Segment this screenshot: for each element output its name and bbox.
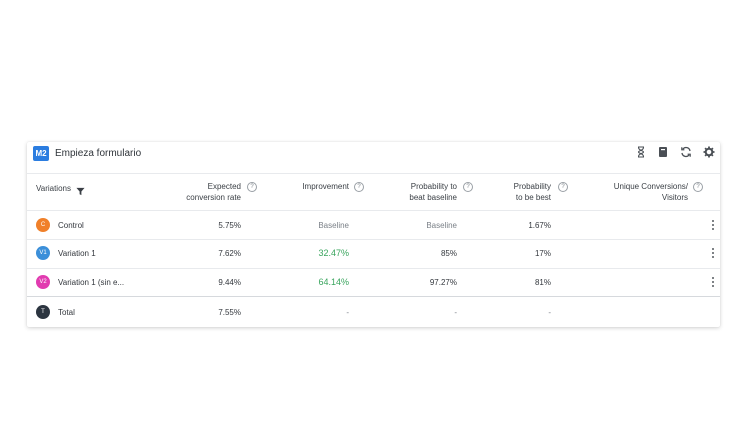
col-expected: Expected conversion rate	[186, 182, 241, 202]
table-row: V1 Variation 1 7.62% 32.47% 85% 17%	[27, 240, 720, 268]
expected-rate: 9.44%	[218, 278, 241, 287]
variation-avatar: C	[36, 218, 50, 232]
help-icon[interactable]: ?	[693, 182, 703, 192]
expected-rate: 7.62%	[218, 249, 241, 258]
total-avatar: T	[36, 305, 50, 319]
variation-avatar: V2	[36, 275, 50, 289]
prob-best-value: 17%	[534, 249, 551, 258]
row-menu-icon[interactable]	[711, 277, 715, 288]
variation-name[interactable]: Variation 1 (sin e...	[58, 278, 125, 287]
help-icon[interactable]: ?	[247, 182, 257, 192]
variation-avatar: V1	[36, 246, 50, 260]
column-header-divider	[27, 210, 720, 211]
total-divider	[27, 296, 720, 297]
prob-beat-value: 97.27%	[429, 278, 457, 287]
gear-icon[interactable]	[702, 145, 716, 159]
hourglass-icon[interactable]	[634, 145, 648, 159]
variation-name[interactable]: Variation 1	[58, 249, 96, 258]
goal-title: Empieza formulario	[55, 148, 142, 159]
total-prob-beat: -	[454, 308, 457, 317]
improvement-value: 32.47%	[318, 248, 349, 258]
col-improvement: Improvement	[302, 182, 349, 191]
notebook-icon[interactable]	[656, 145, 670, 159]
table-row: V2 Variation 1 (sin e... 9.44% 64.14% 97…	[27, 269, 720, 297]
filter-icon[interactable]	[76, 183, 85, 196]
row-menu-icon[interactable]	[711, 220, 715, 231]
table-row: C Control 5.75% Baseline Baseline 1.67%	[27, 211, 720, 239]
total-row: T Total 7.55% - - -	[27, 298, 720, 326]
col-prob-best: Probability to be best	[513, 182, 551, 202]
help-icon[interactable]: ?	[354, 182, 364, 192]
prob-beat-value: Baseline	[426, 221, 457, 230]
header-divider	[27, 173, 720, 174]
help-icon[interactable]: ?	[558, 182, 568, 192]
col-prob-beat: Probability to beat baseline	[409, 182, 457, 202]
prob-beat-value: 85%	[440, 249, 457, 258]
col-variations: Variations	[36, 184, 71, 193]
improvement-value: Baseline	[318, 221, 349, 230]
improvement-value: 64.14%	[318, 277, 349, 287]
help-icon[interactable]: ?	[463, 182, 473, 192]
refresh-icon[interactable]	[679, 145, 693, 159]
card-header: M2 Empieza formulario	[27, 142, 720, 173]
row-divider	[27, 268, 720, 269]
expected-rate: 5.75%	[218, 221, 241, 230]
row-divider	[27, 239, 720, 240]
total-expected-rate: 7.55%	[218, 308, 241, 317]
total-label: Total	[58, 308, 75, 317]
col-unique-conversions: Unique Conversions/ Visitors	[613, 182, 688, 202]
goal-badge: M2	[33, 146, 49, 161]
total-improvement: -	[346, 308, 349, 317]
prob-best-value: 81%	[534, 278, 551, 287]
prob-best-value: 1.67%	[528, 221, 551, 230]
total-prob-best: -	[548, 308, 551, 317]
experiment-card: M2 Empieza formulario Variations Expecte…	[27, 142, 720, 327]
row-menu-icon[interactable]	[711, 248, 715, 259]
variation-name[interactable]: Control	[58, 221, 84, 230]
